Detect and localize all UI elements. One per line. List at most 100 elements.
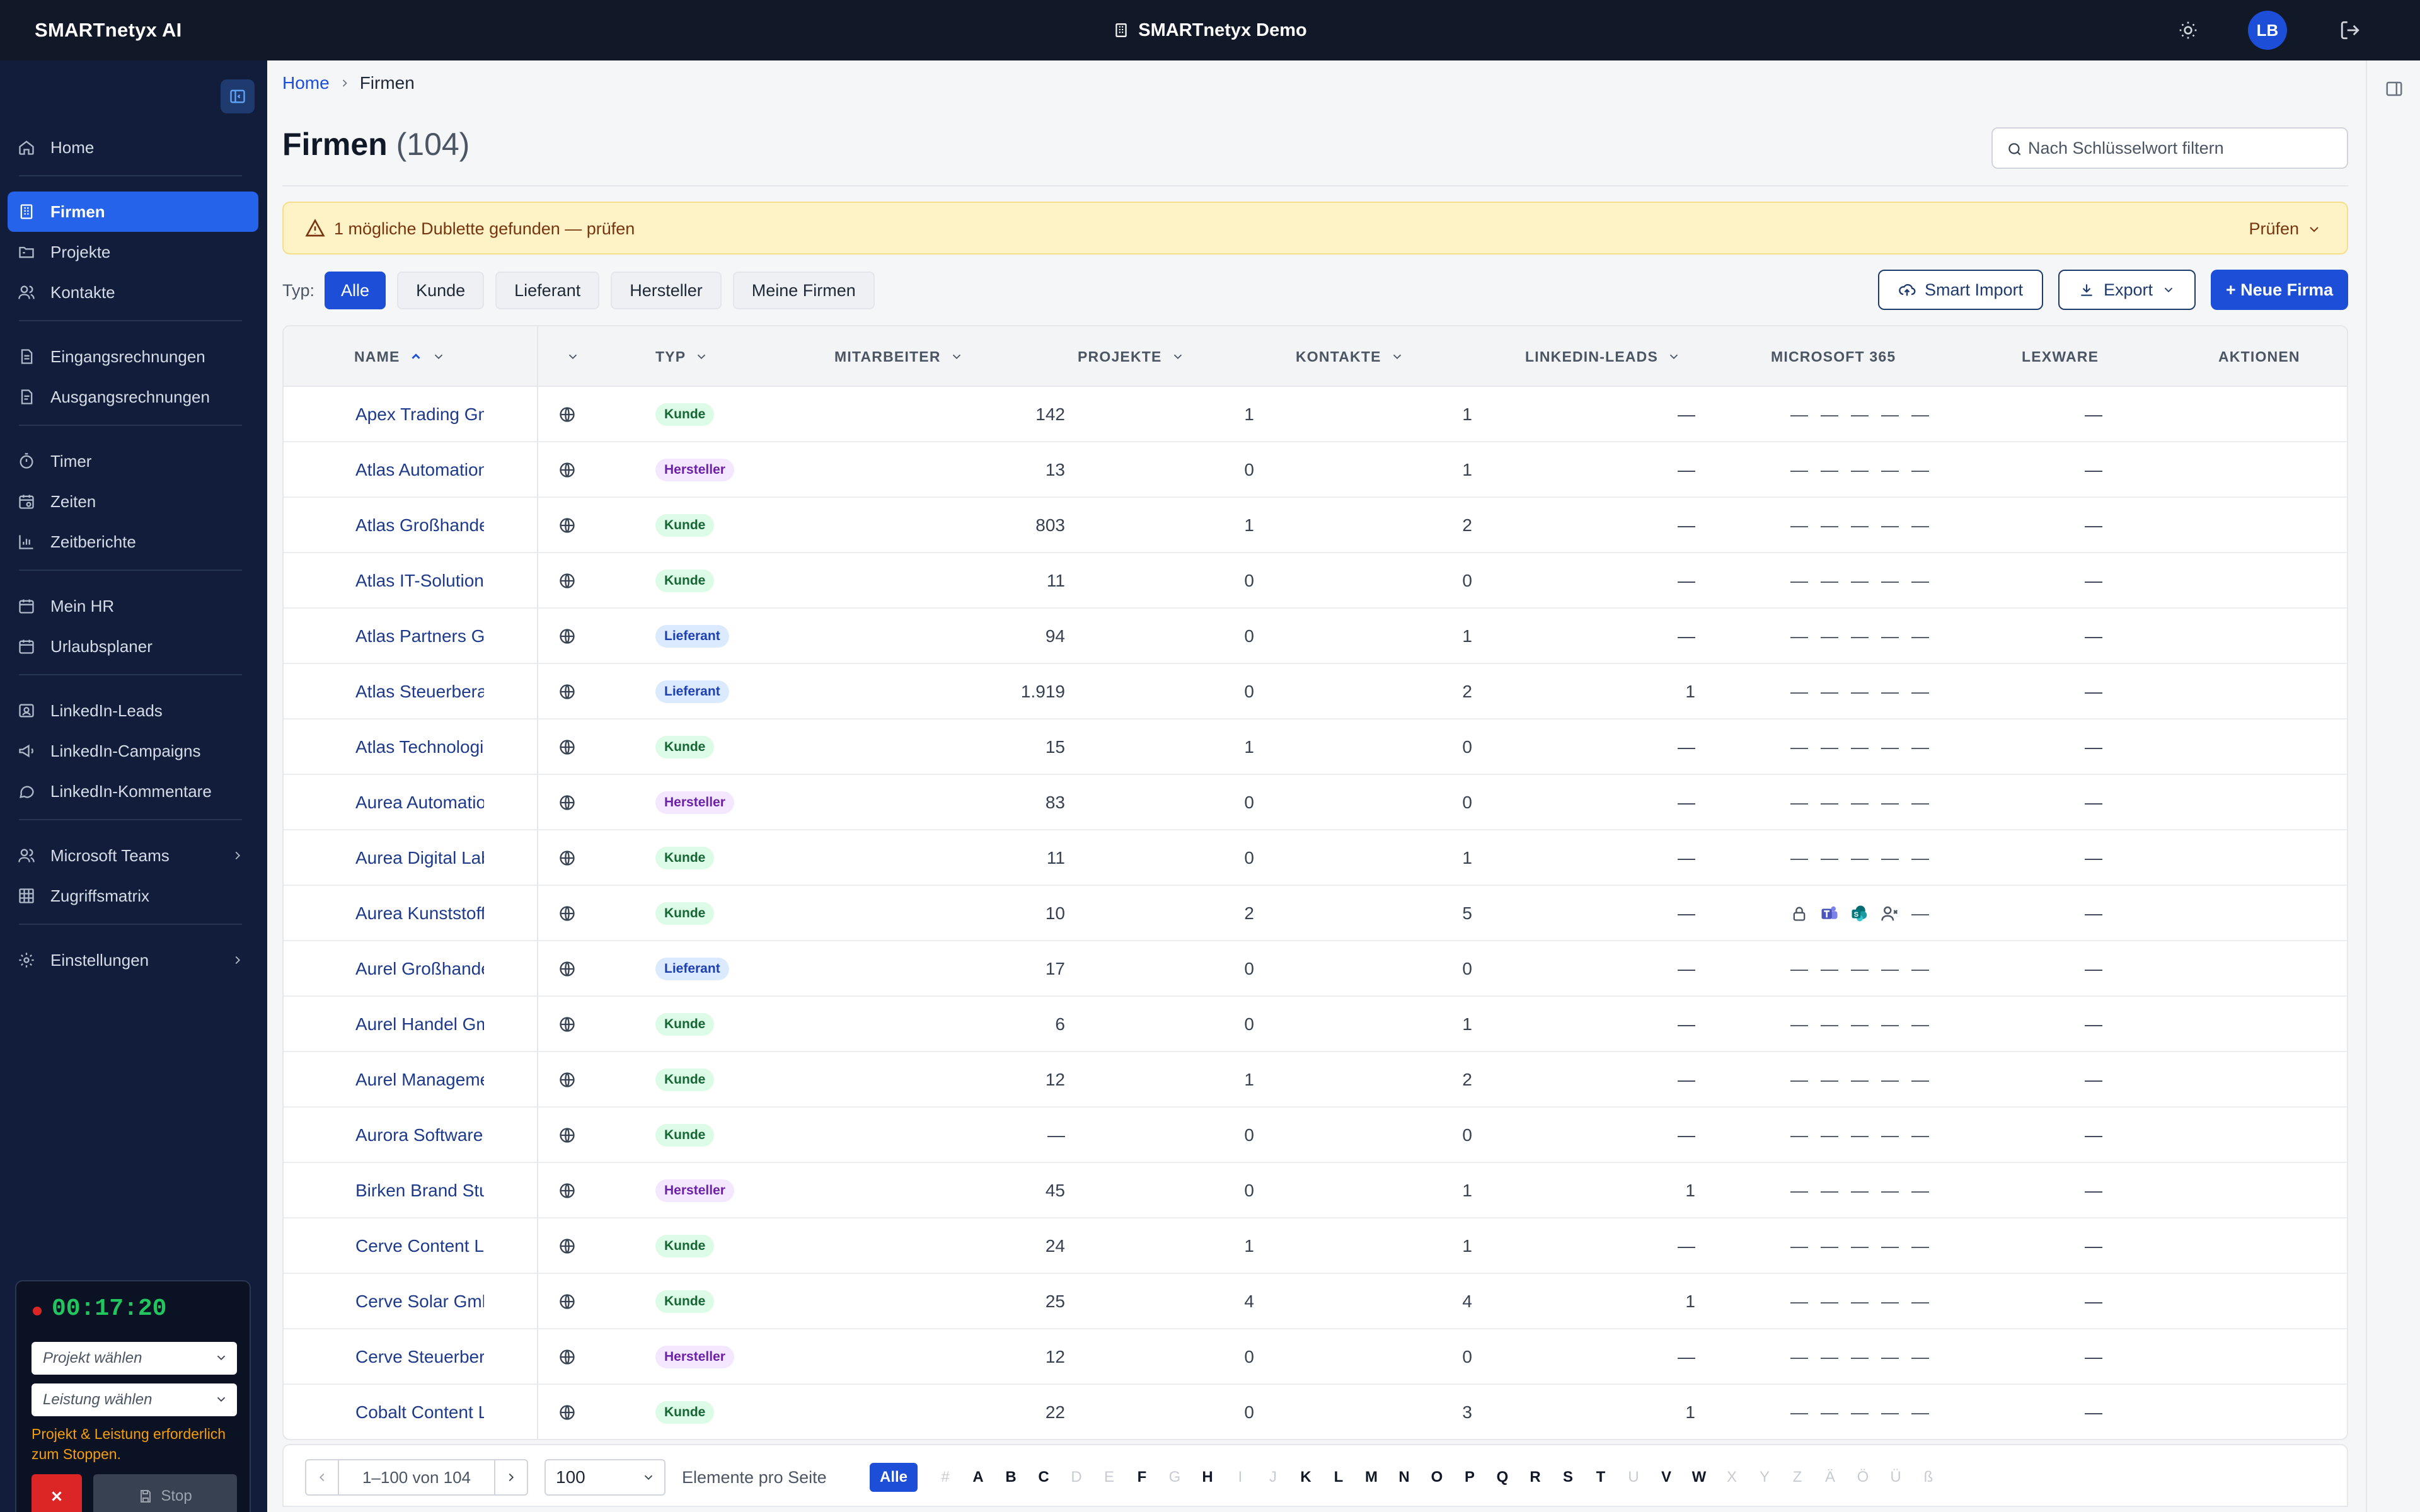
letter-filter-T[interactable]: T <box>1596 1469 1606 1486</box>
sidebar-item-projekte[interactable]: Projekte <box>8 232 258 272</box>
globe-icon[interactable] <box>558 609 577 664</box>
company-name-link[interactable]: Atlas IT-Solutions AG <box>355 571 484 590</box>
letter-filter-P[interactable]: P <box>1464 1469 1475 1486</box>
company-name-link[interactable]: Atlas Großhandel GmbH <box>355 515 484 535</box>
filter-chip-meine-firmen[interactable]: Meine Firmen <box>732 272 875 309</box>
company-name-link[interactable]: Birken Brand Studio <box>355 1181 484 1200</box>
app-brand[interactable]: SMARTnetyx AI <box>35 19 182 41</box>
column-header-linkedin-leads[interactable]: LINKEDIN-LEADS <box>1525 326 1681 387</box>
export-button[interactable]: Export <box>2058 270 2196 310</box>
sidebar-item-linkedin-campaigns[interactable]: LinkedIn-Campaigns <box>8 731 258 771</box>
table-row[interactable]: Atlas Technologies AG Kunde 15 1 0 — — — — — — — <box>284 719 2347 775</box>
letter-filter-all[interactable]: Alle <box>870 1463 918 1492</box>
filter-chip-kunde[interactable]: Kunde <box>397 272 485 309</box>
new-company-button[interactable]: + Neue Firma <box>2211 270 2348 310</box>
sidebar-item-linkedin-leads[interactable]: LinkedIn-Leads <box>8 690 258 731</box>
globe-icon[interactable] <box>558 719 577 775</box>
sidebar-item-mein-hr[interactable]: Mein HR <box>8 586 258 626</box>
sidebar-item-zeiten[interactable]: Zeiten <box>8 481 258 522</box>
breadcrumb-home[interactable]: Home <box>282 73 330 93</box>
panel-toggle-icon[interactable] <box>2385 79 2404 98</box>
table-row[interactable]: Aurora Software SE Kunde — 0 0 — — — — — — — <box>284 1108 2347 1163</box>
sidebar-item-ausgangsrechnungen[interactable]: Ausgangsrechnungen <box>8 377 258 417</box>
company-name-link[interactable]: Cerve Steuerberatung <box>355 1347 484 1366</box>
company-name-link[interactable]: Cerve Content Lab GmbH <box>355 1236 484 1256</box>
table-row[interactable]: Cerve Solar GmbH Kunde 25 4 4 1 — — — — — — <box>284 1274 2347 1329</box>
letter-filter-C[interactable]: C <box>1038 1469 1049 1486</box>
table-row[interactable]: Birken Brand Studio Hersteller 45 0 1 1 — — — — — — <box>284 1163 2347 1218</box>
letter-filter-K[interactable]: K <box>1300 1469 1311 1486</box>
table-row[interactable]: Atlas IT-Solutions AG Kunde 11 0 0 — — — — — — — <box>284 553 2347 609</box>
company-name-link[interactable]: Aurea Kunststofftechnik <box>355 903 484 923</box>
globe-icon[interactable] <box>558 1052 577 1108</box>
lock-icon[interactable] <box>1790 905 1809 922</box>
company-name-link[interactable]: Aurel Großhandel GmbH <box>355 959 484 978</box>
discard-timer-button[interactable] <box>32 1474 82 1512</box>
letter-filter-O[interactable]: O <box>1431 1469 1443 1486</box>
table-row[interactable]: Cerve SteuerberatungHersteller1200——————… <box>284 1329 2347 1385</box>
service-select[interactable]: Leistung wählen <box>32 1383 237 1416</box>
letter-filter-Q[interactable]: Q <box>1496 1469 1509 1486</box>
table-row[interactable]: Aurel Handel GmbH Kunde 6 0 1 — — — — — — — <box>284 997 2347 1052</box>
table-row[interactable]: Aurea KunststofftechnikKunde1025—S—— <box>284 886 2347 941</box>
filter-chip-lieferant[interactable]: Lieferant <box>495 272 600 309</box>
table-row[interactable]: Cerve Content Lab GmbH Kunde 24 1 1 — — — — — — — <box>284 1218 2347 1274</box>
column-header-kontakte[interactable]: KONTAKTE <box>1296 326 1404 387</box>
globe-icon[interactable] <box>558 664 577 719</box>
company-name-link[interactable]: Atlas Technologies AG <box>355 737 484 757</box>
table-row[interactable]: Atlas Partners GmbH Lieferant 94 0 1 — — — — — — — <box>284 609 2347 664</box>
company-name-link[interactable]: Cerve Solar GmbH <box>355 1292 484 1311</box>
letter-filter-F[interactable]: F <box>1137 1469 1147 1486</box>
company-name-link[interactable]: Atlas Automation GmbH <box>355 460 484 479</box>
globe-icon[interactable] <box>558 1385 577 1439</box>
letter-filter-H[interactable]: H <box>1202 1469 1213 1486</box>
project-select[interactable]: Projekt wählen <box>32 1342 237 1375</box>
sidebar-item-timer[interactable]: Timer <box>8 441 258 481</box>
sidebar-item-kontakte[interactable]: Kontakte <box>8 272 258 312</box>
globe-icon[interactable] <box>558 997 577 1052</box>
globe-icon[interactable] <box>558 387 577 442</box>
globe-icon[interactable] <box>558 1274 577 1329</box>
globe-icon[interactable] <box>558 1108 577 1163</box>
column-header-projekte[interactable]: PROJEKTE <box>1078 326 1185 387</box>
globe-icon[interactable] <box>558 830 577 886</box>
letter-filter-N[interactable]: N <box>1398 1469 1410 1486</box>
filter-chip-alle[interactable]: Alle <box>325 272 386 309</box>
company-name-link[interactable]: Aurel Handel GmbH <box>355 1014 484 1034</box>
letter-filter-B[interactable]: B <box>1005 1469 1017 1486</box>
letter-filter-A[interactable]: A <box>972 1469 984 1486</box>
page-size-select[interactable]: 100 <box>544 1459 666 1496</box>
sidebar-item-zugriffsmatrix[interactable]: Zugriffsmatrix <box>8 876 258 916</box>
alert-review-button[interactable]: Prüfen <box>2249 219 2322 239</box>
letter-filter-L[interactable]: L <box>1334 1469 1344 1486</box>
sidebar-item-eingangsrechnungen[interactable]: Eingangsrechnungen <box>8 336 258 377</box>
company-name-link[interactable]: Cobalt Content Lab <box>355 1402 484 1422</box>
globe-icon[interactable] <box>558 553 577 609</box>
sidebar-item-einstellungen[interactable]: Einstellungen <box>8 940 258 980</box>
company-name-link[interactable]: Aurea Automation AG <box>355 793 484 812</box>
company-name-link[interactable]: Aurea Digital Labs AG <box>355 848 484 868</box>
theme-toggle-sun-icon[interactable] <box>2178 20 2198 40</box>
column-header-name[interactable]: NAME <box>354 326 446 387</box>
tenant-name[interactable]: SMARTnetyx Demo <box>1138 20 1307 40</box>
table-row[interactable]: Atlas Automation GmbHHersteller1301—————… <box>284 442 2347 498</box>
teams-icon[interactable] <box>1820 904 1839 923</box>
sidebar-item-home[interactable]: Home <box>8 127 258 168</box>
stop-timer-button[interactable]: Stop <box>93 1474 237 1512</box>
table-row[interactable]: Aurel Großhandel GmbHLieferant1700——————… <box>284 941 2347 997</box>
previous-page-button[interactable] <box>306 1460 339 1494</box>
smart-import-button[interactable]: Smart Import <box>1878 270 2043 310</box>
column-header-website[interactable] <box>566 326 580 387</box>
table-row[interactable]: Aurea Automation AG Hersteller 83 0 0 — — — — — — — <box>284 775 2347 830</box>
letter-filter-M[interactable]: M <box>1365 1469 1378 1486</box>
company-name-link[interactable]: Aurel Management <box>355 1070 484 1089</box>
table-row[interactable]: Aurea Digital Labs AG Kunde 11 0 1 — — — — — — — <box>284 830 2347 886</box>
letter-filter-S[interactable]: S <box>1562 1469 1573 1486</box>
letter-filter-R[interactable]: R <box>1530 1469 1541 1486</box>
company-name-link[interactable]: Aurora Software SE <box>355 1125 484 1145</box>
globe-icon[interactable] <box>558 442 577 498</box>
table-row[interactable]: Atlas SteuerberatungLieferant1.919021———… <box>284 664 2347 719</box>
sidebar-item-linkedin-kommentare[interactable]: LinkedIn-Kommentare <box>8 771 258 811</box>
sharepoint-icon[interactable]: S <box>1850 904 1869 923</box>
letter-filter-V[interactable]: V <box>1661 1469 1671 1486</box>
